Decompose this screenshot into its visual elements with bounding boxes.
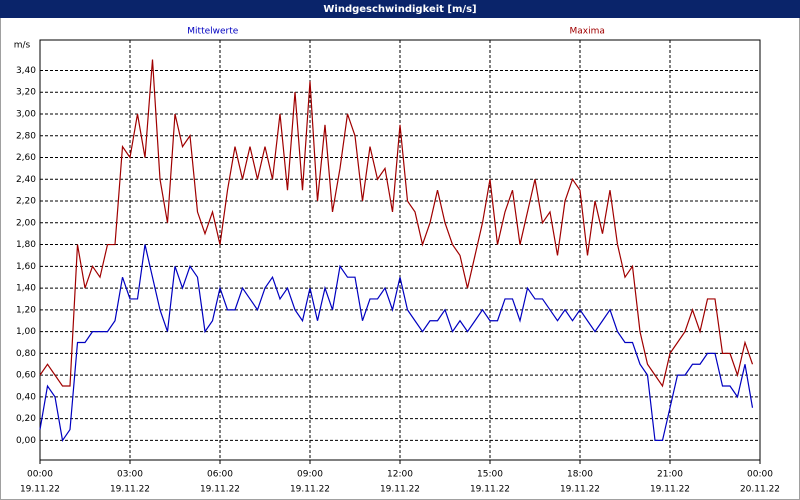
legend-label: Maxima xyxy=(570,27,605,37)
y-tick-label: 1,60 xyxy=(16,262,36,272)
title-bar xyxy=(0,0,800,18)
y-tick-label: 3,20 xyxy=(16,88,36,98)
y-tick-label: 0,20 xyxy=(16,414,36,424)
y-tick-label: 0,00 xyxy=(16,436,36,446)
y-tick-label: 2,80 xyxy=(16,131,36,141)
x-tick-date: 20.11.22 xyxy=(740,485,780,495)
x-tick-date: 19.11.22 xyxy=(650,485,690,495)
x-tick-label: 15:00 xyxy=(477,470,503,480)
y-tick-label: 2,00 xyxy=(16,218,36,228)
x-tick-date: 19.11.22 xyxy=(290,485,330,495)
y-tick-label: 1,20 xyxy=(16,305,36,315)
y-unit: m/s xyxy=(14,41,31,51)
chart-title: Windgeschwindigkeit [m/s] xyxy=(323,4,476,15)
y-tick-label: 0,60 xyxy=(16,371,36,381)
y-tick-label: 2,40 xyxy=(16,175,36,185)
series-line xyxy=(39,59,754,388)
x-tick-date: 19.11.22 xyxy=(560,485,600,495)
x-tick-date: 19.11.22 xyxy=(20,485,60,495)
x-tick-date: 19.11.22 xyxy=(380,485,420,495)
x-tick-label: 00:00 xyxy=(27,470,53,480)
x-tick-label: 00:00 xyxy=(747,470,773,480)
y-tick-label: 0,80 xyxy=(16,349,36,359)
y-tick-label: 2,60 xyxy=(16,153,36,163)
x-tick-date: 19.11.22 xyxy=(200,485,240,495)
series-line xyxy=(39,244,754,442)
y-tick-label: 0,40 xyxy=(16,392,36,402)
x-tick-label: 03:00 xyxy=(117,470,143,480)
x-tick-label: 18:00 xyxy=(567,470,593,480)
x-tick-label: 21:00 xyxy=(657,470,683,480)
legend-label: Mittelwerte xyxy=(187,27,238,37)
y-tick-label: 1,80 xyxy=(16,240,36,250)
x-tick-label: 06:00 xyxy=(207,470,233,480)
y-tick-label: 2,20 xyxy=(16,197,36,207)
y-tick-label: 1,00 xyxy=(16,327,36,337)
y-tick-label: 3,00 xyxy=(16,109,36,119)
x-tick-label: 12:00 xyxy=(387,470,413,480)
y-tick-label: 3,40 xyxy=(16,66,36,76)
x-tick-label: 09:00 xyxy=(297,470,323,480)
x-tick-date: 19.11.22 xyxy=(110,485,150,495)
y-tick-label: 1,40 xyxy=(16,284,36,294)
x-tick-date: 19.11.22 xyxy=(470,485,510,495)
